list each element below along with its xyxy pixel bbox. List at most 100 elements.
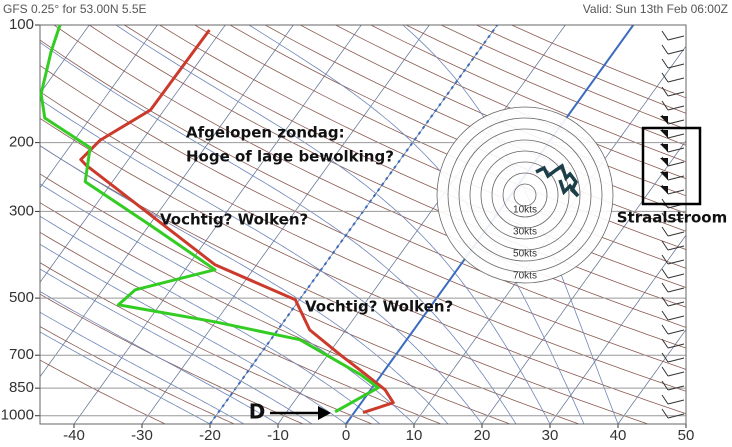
- moist-adiabat: [40, 311, 245, 424]
- dry-adiabat: [40, 39, 686, 349]
- wind-barb: [667, 189, 685, 195]
- wind-barb: [661, 30, 669, 41]
- wind-barb: [661, 310, 669, 321]
- wind-barb: [667, 91, 685, 97]
- wind-barb: [667, 259, 685, 265]
- wind-barb: [667, 119, 685, 125]
- wind-barb: [667, 329, 685, 335]
- wind-barb: [661, 86, 669, 97]
- profile-line: [79, 29, 395, 415]
- wind-barb: [667, 399, 685, 405]
- hodograph-ring: [436, 106, 614, 284]
- dry-adiabat: [40, 326, 235, 424]
- y-tick-label: 700: [9, 346, 34, 363]
- y-tick-label: 300: [9, 202, 34, 219]
- moist-adiabat: [40, 268, 313, 424]
- wind-barb: [667, 77, 685, 83]
- wind-barb: [661, 240, 669, 251]
- wind-barb: [661, 226, 669, 237]
- wind-barb: [667, 175, 685, 181]
- chart-title: GFS 0.25° for 53.00N 5.5E: [3, 2, 147, 16]
- hodograph-ring: [502, 172, 548, 218]
- moist-adiabat: [40, 331, 211, 424]
- y-tick-label: 200: [9, 134, 34, 151]
- wind-barb: [667, 35, 685, 41]
- isotherm: [40, 25, 294, 378]
- jet-box: [641, 126, 702, 206]
- x-tick-label: -30: [131, 427, 153, 444]
- hodograph-label: 50kts: [513, 249, 537, 260]
- hodograph-ring: [480, 150, 570, 240]
- highlight-isotherm: [209, 25, 499, 424]
- wind-barb: [660, 144, 668, 152]
- wind-barb: [661, 254, 669, 265]
- hodograph-label: 10kts: [513, 205, 537, 216]
- wind-barb: [661, 394, 669, 405]
- annotation: Vochtig? Wolken?: [305, 298, 453, 316]
- dry-adiabat: [40, 145, 649, 424]
- wind-barb: [667, 133, 685, 139]
- wind-barb: [667, 357, 685, 363]
- wind-barb: [667, 413, 685, 419]
- wind-barb: [661, 352, 669, 363]
- moist-adiabat: [40, 291, 279, 424]
- dry-adiabat: [40, 117, 686, 415]
- wind-barb: [661, 380, 669, 391]
- wind-barb: [667, 63, 685, 69]
- hodograph-label: 30kts: [513, 227, 537, 238]
- wind-barb: [667, 385, 685, 391]
- wind-barb: [667, 301, 685, 307]
- dry-adiabat: [40, 262, 373, 424]
- wind-barb: [661, 72, 669, 83]
- wind-barb: [660, 116, 668, 124]
- arrow-head: [318, 406, 331, 420]
- wind-barb: [661, 366, 669, 377]
- y-tick-label: 1000: [1, 407, 34, 424]
- dry-adiabat: [300, 25, 686, 197]
- hodograph-trace: [535, 163, 580, 198]
- moist-adiabat: [40, 41, 517, 424]
- foreground: 100 200 300 500 700 850 1000 -40 -30 -20 -10 0 10 20 3…: [1, 16, 695, 444]
- profile-line: [39, 24, 380, 414]
- y-tick-label: 850: [9, 379, 34, 396]
- dry-adiabat: [88, 25, 686, 308]
- dry-adiabat: [40, 65, 686, 370]
- moist-adiabat: [40, 183, 415, 424]
- wind-barb: [661, 324, 669, 335]
- chart-subtitle: Valid: Sun 13th Feb 06:00Z: [583, 2, 728, 16]
- plot-frame: [39, 24, 687, 425]
- wind-barb: [667, 217, 685, 223]
- wind-barb: [667, 147, 685, 153]
- x-tick-label: 50: [678, 427, 695, 444]
- wind-barb: [661, 296, 669, 307]
- wind-barb: [667, 231, 685, 237]
- x-tick-label: 30: [542, 427, 559, 444]
- wind-barb: [661, 58, 669, 69]
- x-tick-label: 10: [406, 427, 423, 444]
- wind-barb: [660, 158, 668, 166]
- wind-barb: [667, 105, 685, 111]
- wind-barb: [661, 268, 669, 279]
- hodograph-ring: [469, 139, 581, 251]
- wind-barb: [661, 408, 669, 419]
- moist-adiabat: [40, 215, 381, 424]
- isotherm: [40, 25, 158, 189]
- isotherm: [40, 25, 226, 284]
- x-tick-label: -40: [63, 427, 85, 444]
- annotation: Afgelopen zondag:: [186, 124, 345, 142]
- wind-barb: [660, 172, 668, 180]
- x-tick-label: 40: [610, 427, 627, 444]
- annotation: Hoge of lage bewolking?: [186, 148, 394, 166]
- wind-barb: [667, 315, 685, 321]
- dry-adiabat: [40, 173, 580, 424]
- y-tick-label: 100: [9, 16, 34, 33]
- annotation: Straalstroom: [617, 209, 728, 227]
- wind-barb: [661, 44, 669, 55]
- wind-barb: [667, 49, 685, 55]
- wind-barb: [660, 130, 668, 138]
- hodograph-ring: [513, 183, 537, 207]
- hodograph-label: 70kts: [513, 271, 537, 282]
- x-tick-label: -20: [199, 427, 221, 444]
- dry-adiabat: [40, 91, 686, 392]
- x-tick-label: 20: [474, 427, 491, 444]
